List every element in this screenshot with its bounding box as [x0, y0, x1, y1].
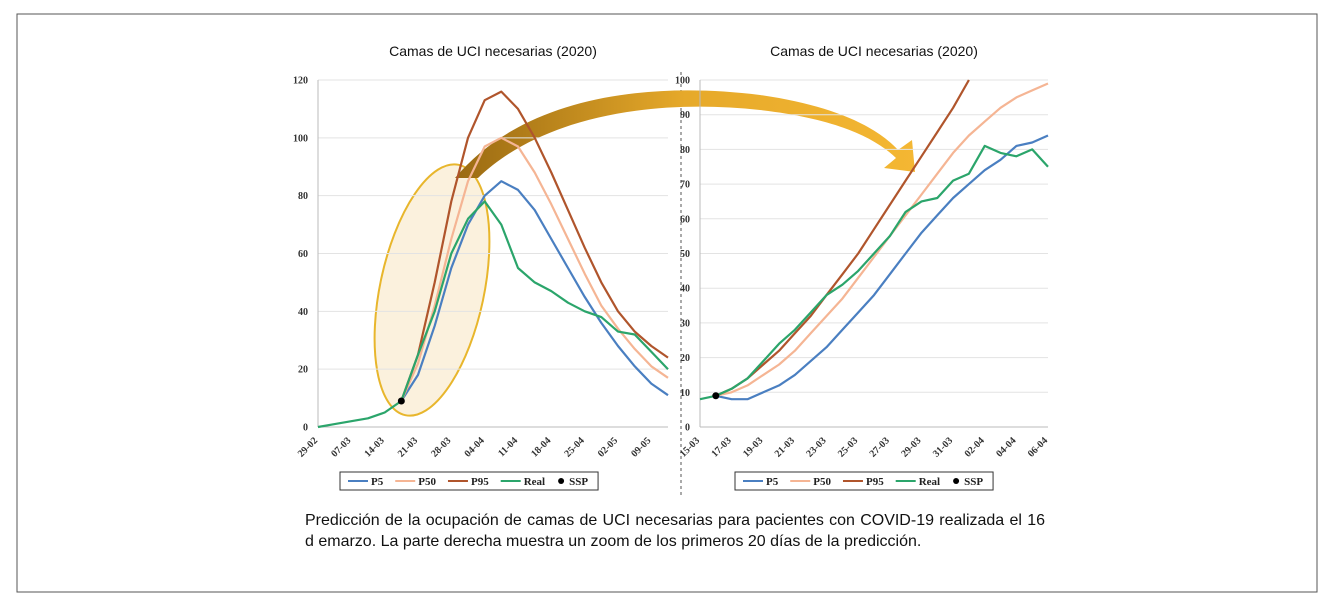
legend-label: P5 — [371, 476, 384, 488]
y-tick-label: 80 — [680, 145, 690, 156]
y-tick-label: 40 — [298, 307, 308, 318]
y-tick-label: 0 — [303, 423, 308, 434]
x-tick-label: 14-03 — [363, 435, 387, 459]
y-tick-label: 120 — [293, 76, 308, 87]
legend-box — [734, 471, 994, 491]
x-tick-label: 04-04 — [463, 435, 487, 459]
x-tick-label: 31-03 — [931, 435, 955, 459]
y-tick-label: 90 — [680, 110, 690, 121]
x-tick-label: 25-04 — [563, 435, 587, 459]
x-tick-label: 06-04 — [1026, 435, 1050, 459]
series-line — [699, 144, 1049, 401]
series-line — [715, 79, 970, 397]
y-tick-label: 20 — [298, 365, 308, 376]
y-tick-label: 10 — [680, 388, 690, 399]
series-line — [400, 90, 669, 402]
x-tick-label: 28-03 — [429, 435, 453, 459]
y-tick-label: 20 — [680, 353, 690, 364]
x-tick-label: 21-03 — [396, 435, 420, 459]
chart-title: Camas de UCI necesarias (2020) — [389, 43, 597, 59]
caption: Predicción de la ocupación de camas de U… — [305, 512, 1045, 550]
y-tick-label: 40 — [680, 284, 690, 295]
y-tick-label: 30 — [680, 318, 690, 329]
series-line — [715, 82, 1049, 397]
y-tick-label: 0 — [685, 423, 690, 434]
legend-label: P5 — [766, 476, 779, 488]
x-tick-label: 09-05 — [629, 435, 653, 459]
legend-label: SSP — [964, 476, 983, 488]
series-line — [400, 136, 669, 402]
legend-label: P95 — [866, 476, 884, 488]
legend-marker — [953, 478, 960, 484]
x-tick-label: 11-04 — [496, 435, 520, 459]
legend-label: Real — [919, 476, 940, 488]
series-line — [400, 180, 669, 402]
x-tick-label: 07-03 — [329, 435, 353, 459]
x-tick-label: 21-03 — [773, 435, 797, 459]
zoom-arrow — [455, 90, 915, 178]
x-tick-label: 17-03 — [709, 435, 733, 459]
y-tick-label: 80 — [298, 191, 308, 202]
y-tick-label: 100 — [293, 133, 308, 144]
chart-title: Camas de UCI necesarias (2020) — [770, 43, 978, 59]
x-tick-label: 02-05 — [596, 435, 620, 459]
y-tick-label: 60 — [298, 249, 308, 260]
y-tick-label: 70 — [680, 180, 690, 191]
series-line — [715, 134, 1049, 401]
x-tick-label: 02-04 — [963, 435, 987, 459]
legend-label: P50 — [418, 476, 436, 488]
ssp-point — [397, 397, 405, 405]
x-tick-label: 18-04 — [529, 435, 553, 459]
x-tick-label: 04-04 — [994, 435, 1018, 459]
legend: P5 P50 P95 Real SSP — [734, 471, 994, 491]
legend-marker — [558, 478, 565, 484]
legend-label: P50 — [813, 476, 831, 488]
x-tick-label: 27-03 — [868, 435, 892, 459]
legend-box — [339, 471, 599, 491]
x-tick-label: 29-02 — [296, 435, 320, 459]
legend-label: Real — [524, 476, 545, 488]
frame — [16, 13, 1318, 593]
y-tick-label: 50 — [680, 249, 690, 260]
x-tick-label: 23-03 — [804, 435, 828, 459]
legend-label: P95 — [471, 476, 489, 488]
x-tick-label: 25-03 — [836, 435, 860, 459]
y-tick-label: 60 — [680, 214, 690, 225]
series-line — [317, 200, 669, 429]
legend: P5 P50 P95 Real SSP — [339, 471, 599, 491]
legend-label: SSP — [569, 476, 588, 488]
ssp-point — [712, 392, 720, 400]
x-tick-label: 29-03 — [899, 435, 923, 459]
x-tick-label: 19-03 — [741, 435, 765, 459]
y-tick-label: 100 — [675, 76, 690, 87]
